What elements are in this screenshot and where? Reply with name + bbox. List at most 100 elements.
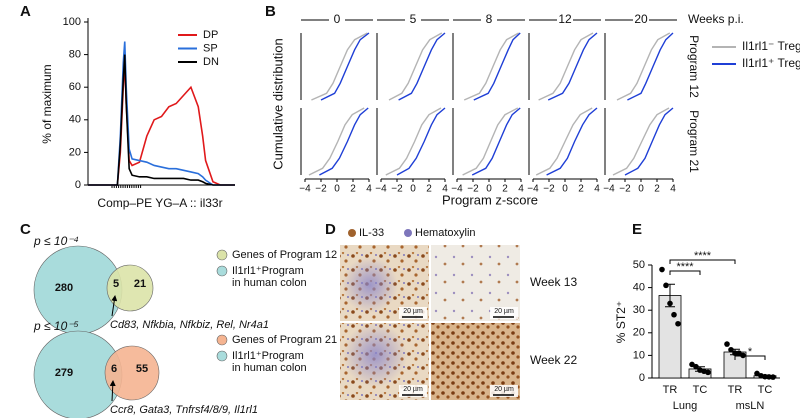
cdf-line (624, 107, 674, 176)
p-value: p ≤ 10⁻⁴ (33, 234, 79, 248)
y-tick-label: 30 (633, 304, 645, 316)
venn-set (104, 345, 160, 401)
histogram-line (88, 54, 235, 186)
x-tick-label: 0 (562, 184, 568, 195)
cdf-line (308, 107, 365, 176)
y-tick-label: 0 (75, 179, 81, 191)
data-point (728, 346, 734, 353)
cdf-line (398, 32, 446, 101)
x-tick-label: 2 (502, 184, 508, 195)
panel-label: B (265, 3, 276, 20)
legend-swatch (216, 334, 228, 346)
y-axis-label: % ST2⁺ (614, 301, 628, 343)
legend-label: Genes of Program 21 (232, 334, 337, 346)
legend-label: DP (203, 29, 218, 41)
venn-arrow (109, 380, 116, 402)
x-tick-label: 4 (670, 184, 676, 195)
venn-count: 6 (111, 363, 117, 375)
x-tick-label: 2 (578, 184, 584, 195)
row-label: Week 22 (530, 353, 577, 367)
p-value: p ≤ 10⁻⁵ (33, 319, 79, 333)
scale-bar-label: 20 µm (494, 386, 514, 393)
cdf-line (396, 107, 446, 176)
column-header: 8 (486, 12, 493, 26)
significance-label: * (748, 346, 753, 358)
x-tick-label: −4 (451, 184, 463, 195)
venn-count: 21 (134, 278, 146, 290)
x-tick-label: 4 (366, 184, 372, 195)
row-label: Program 21 (687, 110, 701, 173)
cdf-line (473, 32, 521, 101)
x-tick-label: 4 (594, 184, 600, 195)
scale-bar-label: 20 µm (403, 386, 423, 393)
data-point (762, 373, 768, 380)
column-header: 12 (558, 12, 572, 26)
column-header: 5 (410, 12, 417, 26)
group-label: msLN (736, 400, 765, 412)
significance-bracket (669, 259, 736, 264)
x-tick-label: −4 (299, 184, 311, 195)
data-point (667, 300, 673, 307)
image-region (342, 257, 398, 313)
gene-list: Cd83, Nfkbia, Nfkbiz, Rel, Nr4a1 (110, 319, 269, 331)
legend-label: Hematoxylin (415, 227, 476, 239)
legend-label: Il1rl1⁺Program (232, 265, 304, 277)
scale-bar-bg (490, 307, 518, 319)
legend-swatch (216, 350, 228, 362)
y-tick-label: 80 (69, 49, 81, 61)
scale-bar-label: 20 µm (494, 308, 514, 315)
gene-list: Ccr8, Gata3, Tnfrsf4/8/9, Il1rl1 (110, 404, 258, 416)
legend-label: SP (203, 42, 218, 54)
row-label: Week 13 (530, 275, 577, 289)
venn-count: 279 (55, 367, 73, 379)
x-tick-label: TC (693, 384, 708, 396)
data-point (675, 320, 681, 327)
data-point (659, 266, 665, 273)
legend-swatch (216, 265, 228, 277)
scale-bar-label: 20 µm (403, 308, 423, 315)
y-tick-label: 60 (69, 81, 81, 93)
legend-label: Il1rl1⁺ Tregs (742, 56, 800, 70)
legend-label: Il1rl1⁻ Tregs (742, 39, 800, 53)
significance-bracket (669, 270, 701, 275)
x-axis-label: Program z-score (442, 192, 538, 207)
x-tick-label: 0 (334, 184, 340, 195)
x-tick-label: −4 (527, 184, 539, 195)
x-tick-label: −2 (391, 184, 403, 195)
panel-label: E (632, 221, 642, 238)
x-tick-label: TC (758, 384, 773, 396)
scale-bar-bg (490, 385, 518, 397)
legend-swatch (216, 249, 228, 261)
panel-label: C (20, 221, 31, 238)
cdf-line (612, 107, 670, 176)
y-tick-label: 20 (633, 327, 645, 339)
data-point (724, 341, 730, 347)
cdf-line (320, 32, 370, 101)
cdf-line (547, 32, 598, 101)
cdf-line (311, 32, 368, 101)
x-tick-label: −2 (467, 184, 479, 195)
x-tick-label: −2 (619, 184, 631, 195)
panel-label: A (20, 3, 31, 20)
y-axis-label: Cumulative distribution (270, 38, 285, 170)
x-tick-label: −2 (315, 184, 327, 195)
data-point (705, 369, 711, 376)
legend-label: in human colon (232, 277, 307, 289)
x-tick-label: −4 (375, 184, 387, 195)
y-tick-label: 50 (633, 259, 645, 271)
histology-images (340, 245, 520, 400)
image-region (343, 323, 407, 387)
venn-arrow (111, 295, 118, 317)
data-point (770, 374, 776, 380)
data-point (671, 311, 677, 318)
x-axis-label: Comp–PE YG–A :: il33r (97, 196, 222, 210)
legend-swatch (404, 229, 412, 237)
cdf-line (463, 32, 519, 101)
data-point (732, 350, 738, 356)
cdf-line (471, 107, 521, 176)
x-tick-label: 0 (486, 184, 492, 195)
legend-label: DN (203, 56, 219, 68)
y-tick-label: 100 (63, 16, 81, 28)
significance-label: **** (676, 261, 694, 273)
column-header: 0 (334, 12, 341, 26)
